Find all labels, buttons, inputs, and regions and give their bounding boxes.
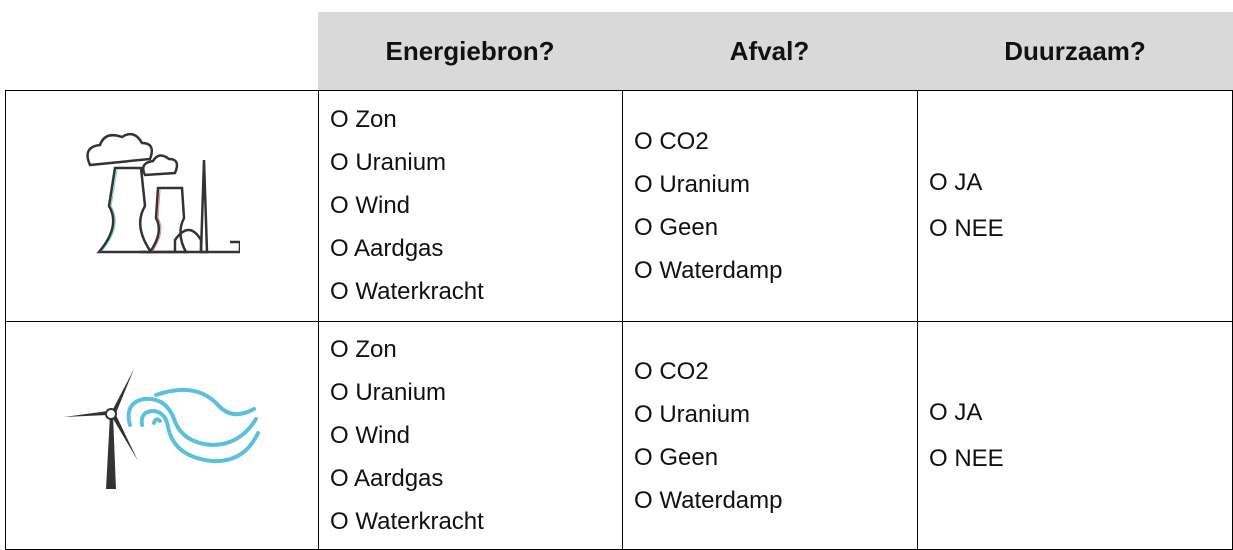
option: O Uranium — [634, 400, 751, 428]
option: O Waterkracht — [330, 278, 484, 305]
option: O CO2 — [634, 127, 709, 155]
option: O Waterdamp — [634, 256, 783, 284]
option: O Geen — [634, 443, 719, 471]
energy-options: O Zon O Uranium O Wind O Aardgas O Waterkrac… — [318, 321, 622, 550]
option: O JA — [929, 398, 983, 426]
row-border — [5, 90, 1233, 91]
waste-options: O CO2 O Uranium O Geen O Waterdamp — [622, 321, 917, 550]
sustainable-options: O JA O NEE — [917, 321, 1233, 550]
option: O Zon — [330, 336, 397, 363]
option: O Aardgas — [330, 235, 444, 262]
option: O CO2 — [634, 357, 709, 385]
option: O NEE — [929, 214, 1004, 242]
header-band — [318, 12, 1233, 90]
energy-options: O Zon O Uranium O Wind O Aardgas O Waterkrac… — [318, 90, 622, 321]
option: O Zon — [330, 106, 397, 133]
option: O Waterdamp — [634, 486, 783, 514]
sustainable-options: O JA O NEE — [917, 90, 1233, 321]
option: O Uranium — [330, 149, 447, 176]
column-border — [622, 90, 623, 550]
option: O NEE — [929, 444, 1004, 472]
option: O Wind — [330, 422, 411, 449]
option: O Aardgas — [330, 465, 444, 492]
option: O Uranium — [634, 170, 751, 198]
row-border — [5, 321, 1233, 322]
column-border — [318, 90, 319, 550]
option: O Geen — [634, 213, 719, 241]
column-header: Energiebron? — [385, 35, 555, 66]
column-border — [917, 90, 918, 550]
option: O Waterkracht — [330, 508, 484, 535]
option: O Wind — [330, 192, 411, 219]
column-header: Duurzaam? — [1004, 35, 1146, 66]
option: O Uranium — [330, 379, 447, 406]
column-header: Afval? — [729, 35, 810, 66]
column-border — [5, 90, 6, 550]
waste-options: O CO2 O Uranium O Geen O Waterdamp — [622, 90, 917, 321]
power-plant-icon — [86, 132, 240, 254]
option: O JA — [929, 168, 983, 196]
wind-turbine-icon — [64, 369, 260, 489]
